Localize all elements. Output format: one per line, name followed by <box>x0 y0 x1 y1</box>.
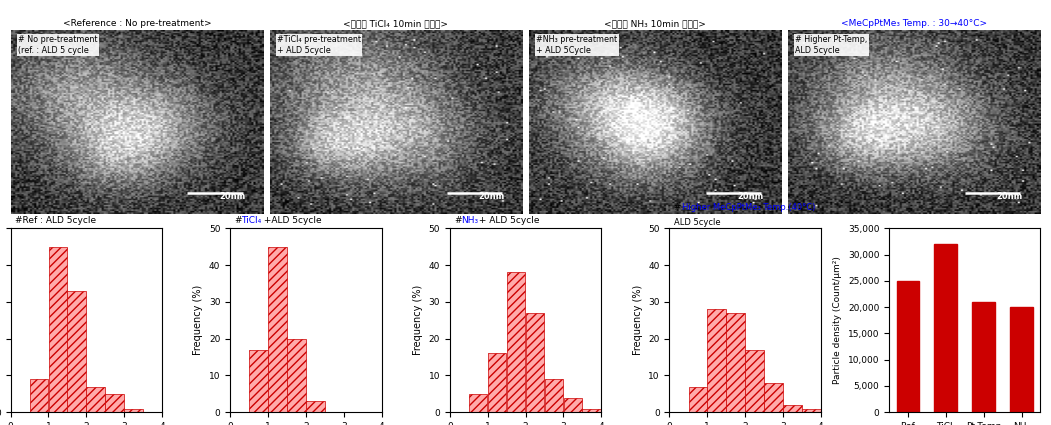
Text: #NH₃ pre-treatment
+ ALD 5Cycle: #NH₃ pre-treatment + ALD 5Cycle <box>536 35 617 55</box>
Bar <box>526 313 544 412</box>
Text: <Reference : No pre-treatment>: <Reference : No pre-treatment> <box>63 19 211 28</box>
Y-axis label: Frequency (%): Frequency (%) <box>193 285 203 355</box>
Bar <box>507 272 526 412</box>
Bar <box>105 394 124 412</box>
Text: 20nm: 20nm <box>996 192 1023 201</box>
Text: TiCl₄: TiCl₄ <box>242 215 262 225</box>
Bar <box>972 302 995 412</box>
Text: #: # <box>674 203 683 212</box>
Text: 20nm: 20nm <box>478 192 504 201</box>
Text: #: # <box>234 215 242 225</box>
Y-axis label: Frequency (%): Frequency (%) <box>633 285 642 355</box>
Text: #Ref : ALD 5cycle: #Ref : ALD 5cycle <box>15 215 97 225</box>
Bar <box>124 408 143 412</box>
Bar <box>249 350 268 412</box>
Bar <box>86 386 105 412</box>
Text: 20nm: 20nm <box>220 192 246 201</box>
Bar <box>287 339 306 412</box>
Text: +ALD 5cycle: +ALD 5cycle <box>262 215 322 225</box>
Bar <box>764 383 783 412</box>
Y-axis label: Particle density (Count/μm²): Particle density (Count/μm²) <box>833 256 842 384</box>
Text: <공정전 TiCl₄ 10min 전처리>: <공정전 TiCl₄ 10min 전처리> <box>344 19 449 28</box>
Bar <box>582 408 601 412</box>
Text: #TiCl₄ pre-treatment
+ ALD 5cycle: #TiCl₄ pre-treatment + ALD 5cycle <box>277 35 362 55</box>
Text: NH₃: NH₃ <box>461 215 478 225</box>
Text: # Higher Pt-Temp,
ALD 5cycle: # Higher Pt-Temp, ALD 5cycle <box>796 35 867 55</box>
Text: #: # <box>454 215 461 225</box>
Text: ALD 5cycle: ALD 5cycle <box>674 218 721 227</box>
Bar <box>563 397 582 412</box>
Bar <box>783 405 802 412</box>
Text: 20nm: 20nm <box>738 192 764 201</box>
Bar <box>707 309 726 412</box>
Text: <MeCpPtMe₃ Temp. : 30→40°C>: <MeCpPtMe₃ Temp. : 30→40°C> <box>841 19 987 28</box>
Text: Higher MeCpPtMe₃ Temp.(40°C): Higher MeCpPtMe₃ Temp.(40°C) <box>682 203 816 212</box>
Bar <box>934 244 957 412</box>
Bar <box>48 247 67 412</box>
Bar <box>1010 307 1033 412</box>
Text: <공정전 NH₃ 10min 전처리>: <공정전 NH₃ 10min 전처리> <box>604 19 706 28</box>
Bar <box>688 386 707 412</box>
Y-axis label: Frequency (%): Frequency (%) <box>413 285 423 355</box>
Bar <box>488 354 507 412</box>
Bar <box>897 281 920 412</box>
Bar <box>306 401 325 412</box>
Bar <box>67 291 86 412</box>
Text: + ALD 5cycle: + ALD 5cycle <box>476 215 540 225</box>
Bar <box>29 379 48 412</box>
Bar <box>469 394 488 412</box>
Bar <box>268 247 287 412</box>
Text: # No pre-treatment
(ref. : ALD 5 cycle: # No pre-treatment (ref. : ALD 5 cycle <box>18 35 98 55</box>
Bar <box>745 350 764 412</box>
Bar <box>802 408 821 412</box>
Bar <box>726 313 745 412</box>
Bar <box>544 379 563 412</box>
